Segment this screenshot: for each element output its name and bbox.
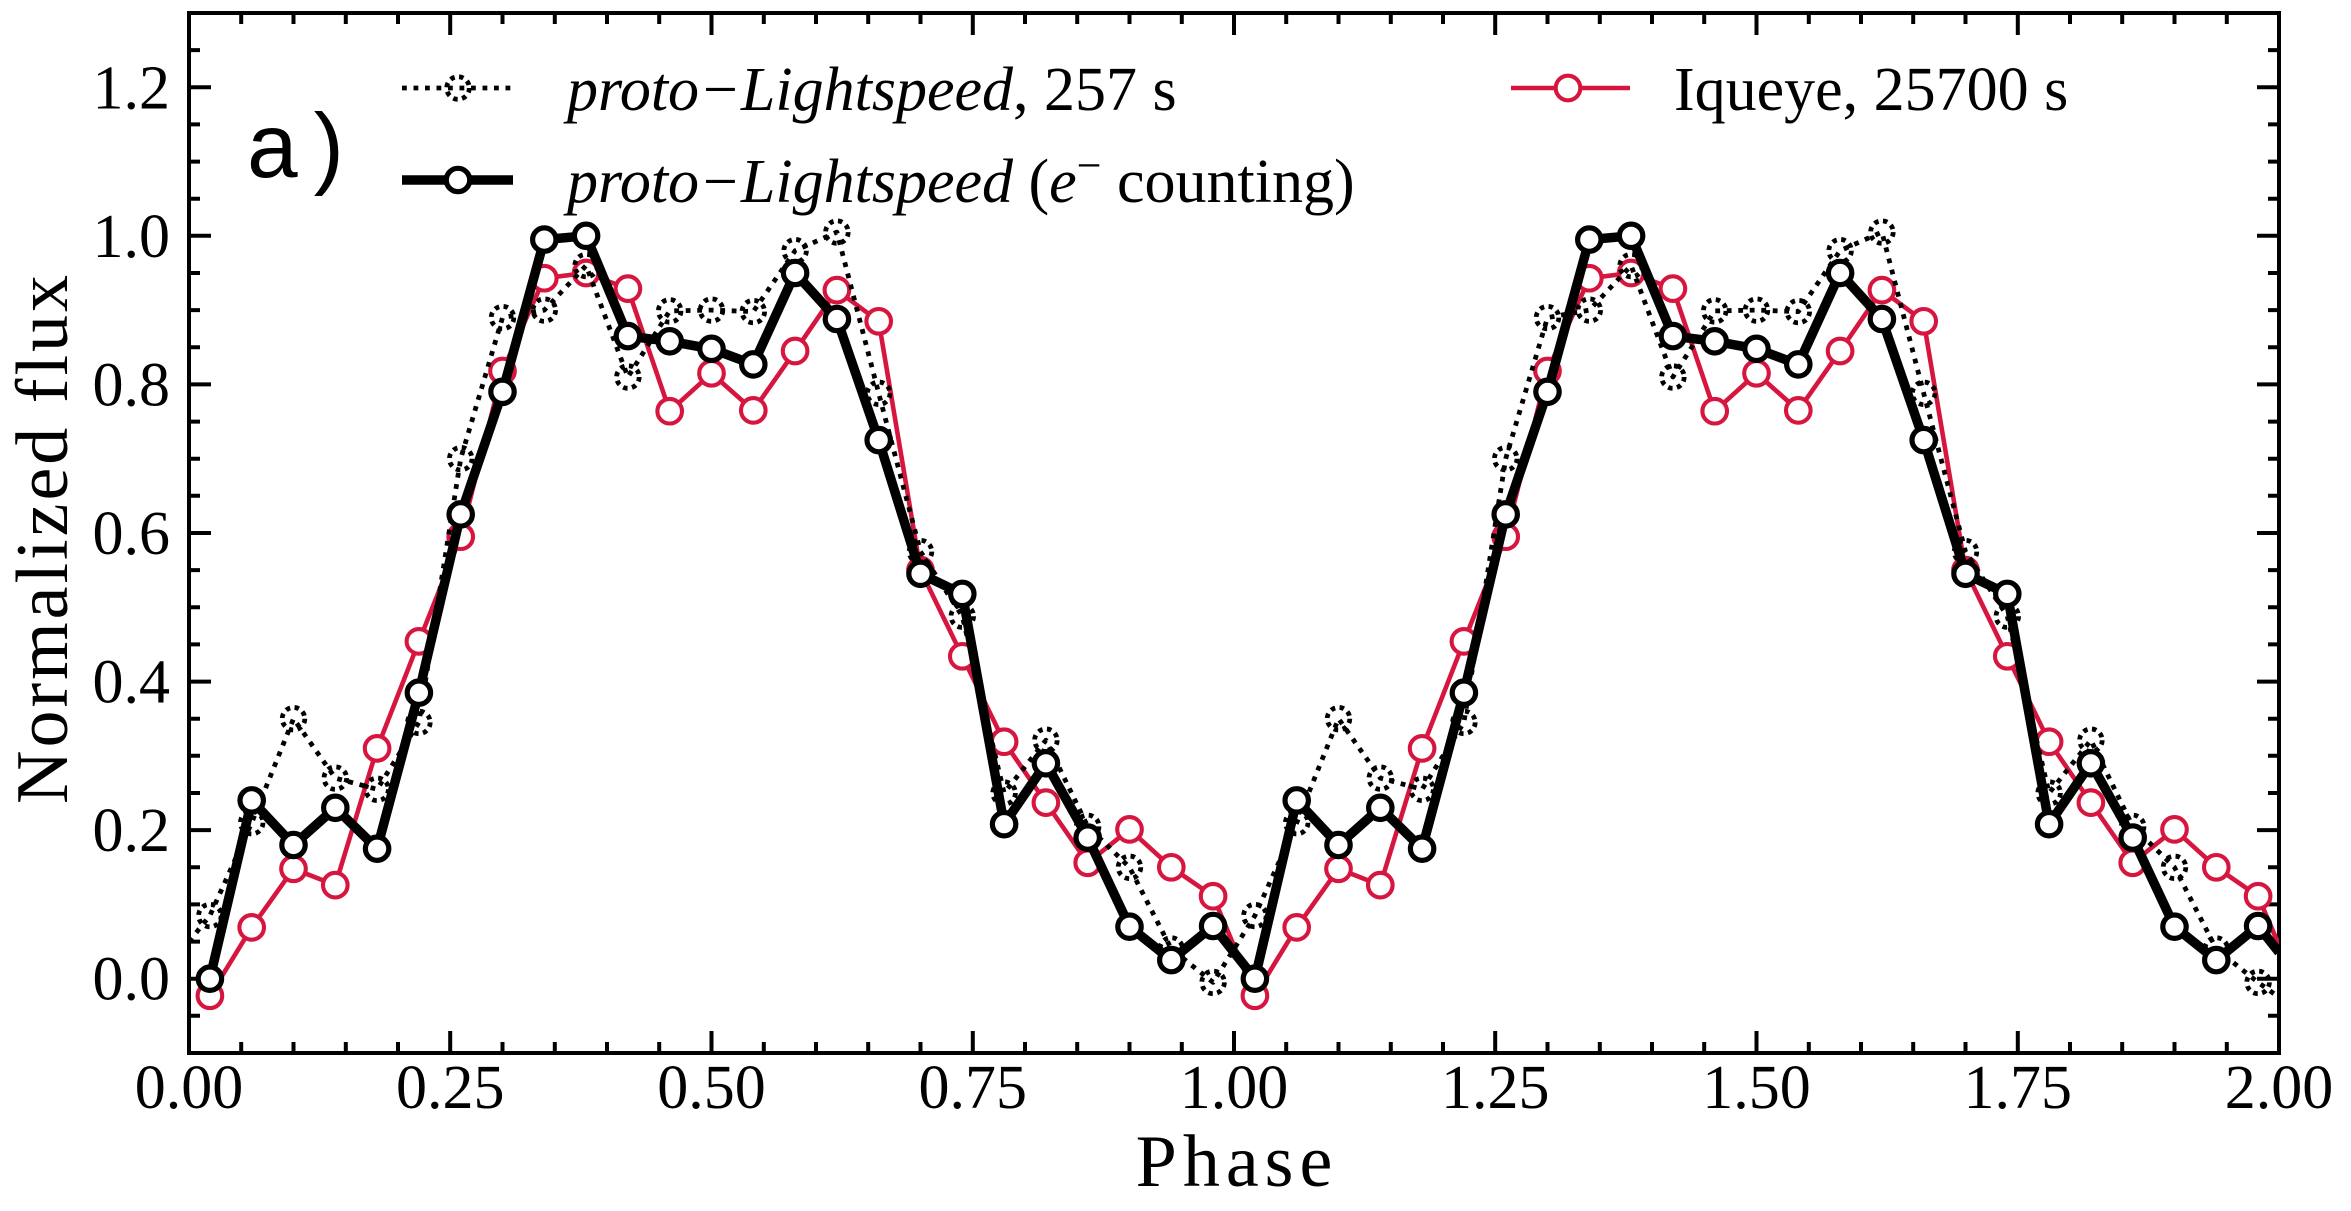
- svg-text:1.50: 1.50: [1702, 1054, 1811, 1122]
- svg-text:0.6: 0.6: [93, 500, 171, 568]
- svg-text:2.00: 2.00: [2225, 1054, 2334, 1122]
- svg-text:proto−Lightspeed (e− counting): proto−Lightspeed (e− counting): [563, 141, 1355, 216]
- svg-text:Iqueye, 25700 s: Iqueye, 25700 s: [1674, 56, 2068, 124]
- svg-text:0.8: 0.8: [93, 351, 171, 419]
- svg-text:0.4: 0.4: [93, 649, 171, 717]
- svg-text:0.0: 0.0: [93, 946, 171, 1014]
- svg-text:Normalized flux: Normalized flux: [2, 272, 84, 804]
- svg-text:1.75: 1.75: [1964, 1054, 2073, 1122]
- svg-text:0.00: 0.00: [135, 1054, 244, 1122]
- svg-text:1.0: 1.0: [93, 203, 171, 271]
- svg-text:1.25: 1.25: [1441, 1054, 1550, 1122]
- svg-text:Phase: Phase: [1136, 1121, 1339, 1203]
- svg-text:0.25: 0.25: [396, 1054, 505, 1122]
- svg-text:a): a): [247, 96, 360, 197]
- svg-text:0.2: 0.2: [93, 797, 171, 865]
- svg-text:1.00: 1.00: [1180, 1054, 1289, 1122]
- svg-text:0.50: 0.50: [657, 1054, 766, 1122]
- svg-text:1.2: 1.2: [93, 54, 171, 122]
- svg-text:proto−Lightspeed, 257 s: proto−Lightspeed, 257 s: [563, 56, 1177, 124]
- svg-text:0.75: 0.75: [919, 1054, 1028, 1122]
